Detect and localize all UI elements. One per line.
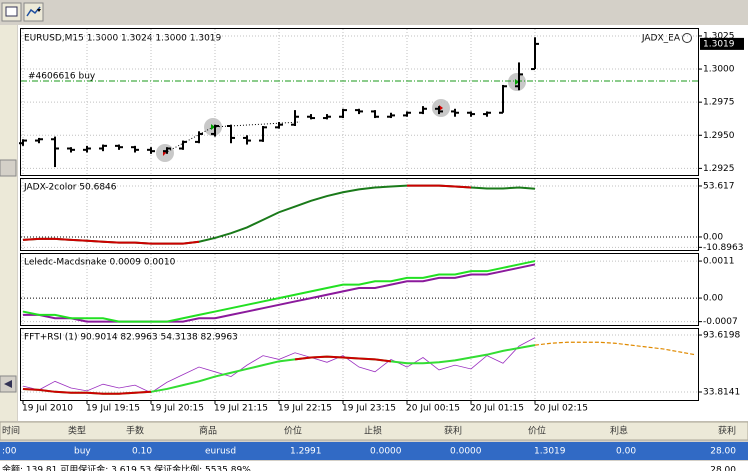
bid-label: 1.3019 [703, 39, 735, 49]
indicator-line [22, 237, 200, 245]
cell: 28.00 [710, 447, 736, 457]
cell: 0.0000 [370, 447, 402, 457]
time-label: 20 Jul 02:15 [534, 404, 588, 414]
summary: 余额: 139.81 可用保证金: 3 619.53 保证金比例: 5535.8… [2, 464, 251, 471]
icon [5, 6, 18, 17]
y-tick-label: -0.0007 [703, 317, 738, 327]
arrow [4, 380, 12, 388]
indicator-line [22, 260, 536, 323]
cell: 0.10 [132, 447, 152, 457]
column-header: 获利 [718, 425, 736, 437]
time-label: 19 Jul 19:15 [86, 404, 140, 414]
time-label: 19 Jul 20:15 [150, 404, 204, 414]
pane-frame [20, 253, 699, 326]
column-header: 价位 [528, 425, 546, 437]
cell: 0.00 [616, 447, 636, 457]
ea-label: JADX_EA [641, 34, 681, 44]
cell: buy [74, 447, 91, 457]
indicator-label: FFT+RSI (1) 90.9014 82.9963 54.3138 82.9… [24, 333, 238, 343]
y-tick-label: 1.3025 [703, 31, 735, 41]
indicator-line [22, 337, 536, 394]
summary-row [0, 461, 748, 471]
time-label: 19 Jul 21:15 [214, 404, 268, 414]
selected-row[interactable] [0, 442, 748, 460]
column-header: 利息 [610, 425, 628, 437]
time-label: 19 Jul 2010 [22, 404, 73, 414]
terminal [0, 421, 748, 471]
toolbar [1, 2, 44, 22]
table-header [0, 421, 748, 441]
y-tick-label: 33.8141 [703, 387, 740, 397]
dropdown-arrow[interactable] [37, 9, 41, 12]
y-tick-label: 93.6198 [703, 331, 740, 341]
chart-title: EURUSD,M15 1.3000 1.3024 1.3000 1.3019 [24, 34, 222, 44]
indicator-line [534, 341, 696, 356]
summary-value: 28.00 [710, 466, 736, 471]
bid-box [700, 37, 744, 50]
indicator-line [22, 387, 152, 395]
indicator-line [23, 263, 536, 323]
ea-smiley [682, 33, 692, 43]
scroll-track [0, 25, 17, 421]
indicator-line [407, 184, 472, 189]
column-header: 时间 [2, 425, 20, 437]
column-header: 商品 [199, 425, 217, 437]
time-label: 20 Jul 01:15 [470, 404, 524, 414]
trade-markers [156, 73, 526, 162]
indicator-label: JADX-2color 50.6846 [23, 183, 117, 193]
column-header: 类型 [68, 425, 86, 437]
order-label: #4606616 buy [28, 72, 96, 82]
pane-frame [20, 178, 699, 251]
y-tick-label: 1.2950 [703, 131, 735, 141]
trade-link [212, 121, 301, 128]
icon [26, 6, 41, 17]
column-header: 获利 [444, 425, 462, 437]
y-tick-label: 0.00 [703, 232, 723, 242]
time-label: 20 Jul 00:15 [406, 404, 460, 414]
time-label: 19 Jul 23:15 [342, 404, 396, 414]
cell: 1.3019 [534, 447, 566, 457]
y-tick-label: -10.8963 [703, 243, 743, 253]
y-tick-label: 1.2925 [703, 164, 735, 174]
column-header: 手数 [126, 425, 144, 437]
trade-link [164, 126, 214, 154]
y-tick-label: 1.2975 [703, 98, 735, 108]
indicator-label: Leledc-Macdsnake 0.0009 0.0010 [24, 258, 176, 268]
y-tick-label: 1.3000 [703, 65, 735, 75]
cell: 1.2991 [290, 447, 322, 457]
trade-arrow [211, 124, 215, 130]
y-tick-label: 0.00 [703, 294, 723, 304]
y-tick-label: 0.0011 [703, 257, 735, 267]
y-tick-label: 53.617 [703, 181, 735, 191]
cell: eurusd [205, 447, 236, 457]
indicator-line [294, 355, 392, 363]
side-bar [0, 25, 17, 421]
scroll-button[interactable] [0, 159, 17, 177]
cell: 0.0000 [450, 447, 482, 457]
column-header: 止损 [364, 425, 382, 437]
column-header: 价位 [284, 425, 302, 437]
time-label: 19 Jul 22:15 [278, 404, 332, 414]
cell: :00 [2, 447, 17, 457]
chart-area [18, 25, 748, 421]
pane-frame [20, 328, 699, 401]
